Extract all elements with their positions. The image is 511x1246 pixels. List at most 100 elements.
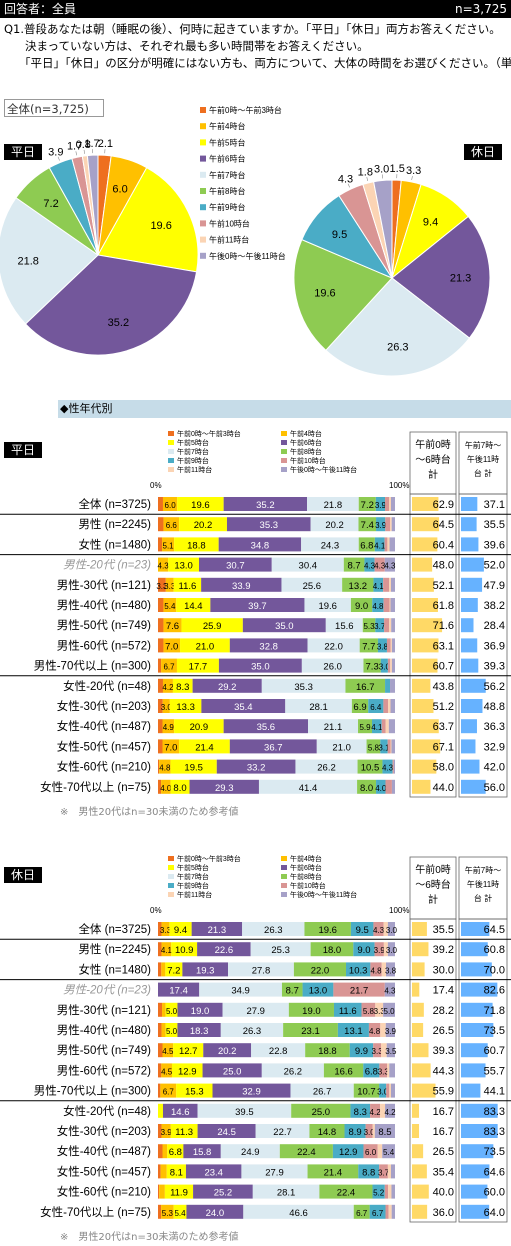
weekday-bar-axis-0: 0% (150, 481, 162, 490)
holiday-bar-seg-label-0-2: 9.4 (174, 925, 187, 936)
holiday-bar-seg-label-9-4: 39.5 (235, 1107, 254, 1118)
holiday-bar-row-label-12: 女性-50代 (n=457) (57, 1164, 151, 1178)
holiday-bar-seg-9-4 (197, 1103, 292, 1118)
weekday-bar-seg-2-9 (389, 537, 395, 552)
holiday-bar-total-b-bar-2 (461, 962, 492, 977)
weekday-bar-seg-7-8 (390, 638, 392, 653)
weekday-bar-legend-label-4: 午前7時台 (177, 447, 209, 456)
weekday-bar-seg-2-5 (358, 537, 375, 552)
weekday-bar-legend-label-0: 午前0時～午前3時台 (177, 430, 241, 438)
holiday-bar-seg-label-10-7: 3.0 (364, 1128, 376, 1137)
weekday-bar-seg-1-4 (310, 517, 359, 532)
holiday-bar-seg-label-7-6: 6.8 (365, 1066, 378, 1077)
weekday-pie-slice-3 (24, 254, 198, 356)
weekday-bar-total-b-11: 36.3 (484, 721, 505, 733)
holiday-bar-seg-14-9 (391, 1204, 395, 1219)
weekday-bar-seg-label-5-1: 5.4 (164, 602, 176, 611)
holiday-bar-seg-11-7 (363, 1144, 378, 1159)
weekday-bar-seg-label-3-1: 4.3 (158, 562, 170, 571)
holiday-bar-seg-label-7-5: 16.6 (334, 1066, 353, 1077)
holiday-bar-seg-9-9 (385, 1103, 395, 1118)
holiday-bar-col-b-head-text-1: 午後11時 (467, 879, 499, 889)
pie-legend-label-3: 午前6時台 (209, 154, 245, 164)
holiday-bar-seg-14-1 (161, 1204, 174, 1219)
holiday-bar-seg-label-10-4: 22.7 (273, 1127, 292, 1138)
weekday-bar-seg-label-1-1: 6.6 (166, 521, 178, 530)
weekday-bar-seg-8-8 (390, 658, 392, 673)
weekday-bar-seg-6-7 (384, 618, 390, 633)
weekday-bar-total-b-bar-7 (461, 638, 478, 653)
weekday-bar-total-a-bar-11 (412, 719, 439, 734)
holiday-bar-seg-1-2 (171, 942, 198, 957)
holiday-bar-total-b-bar-6 (461, 1043, 488, 1058)
holiday-bar-seg-label-10-1: 3.9 (161, 1128, 173, 1137)
holiday-bar-seg-11-3 (183, 1144, 221, 1159)
holiday-bar-col-a-frame (409, 918, 457, 1223)
weekday-bar-total-a-bar-5 (412, 598, 438, 612)
holiday-bar-seg-label-7-3: 25.0 (223, 1066, 242, 1077)
holiday-bar-total-a-bar-4 (412, 1002, 424, 1017)
weekday-bar-seg-label-6-5: 5.3 (363, 622, 375, 631)
weekday-bar-seg-7-3 (229, 638, 308, 653)
holiday-bar-seg-11-9 (382, 1144, 395, 1159)
holiday-bar-seg-1-7 (374, 942, 384, 957)
weekday-bar-seg-label-4-1: 3.3 (164, 582, 176, 591)
weekday-bar-total-a-bar-6 (412, 618, 443, 633)
holiday-bar-seg-label-8-5: 10.7 (357, 1087, 376, 1098)
weekday-bar-seg-10-0 (158, 699, 163, 713)
weekday-bar-seg-11-6 (372, 719, 382, 734)
weekday-bar-seg-9-5 (345, 678, 386, 693)
holiday-bar-total-a-bar-6 (412, 1043, 429, 1058)
holiday-bar-total-a-2: 30.0 (433, 964, 454, 976)
holiday-bar-total-b-13: 60.0 (484, 1187, 505, 1199)
holiday-bar-seg-label-7-7: 3.3 (378, 1067, 390, 1076)
holiday-bar-row-label-11: 女性-40代 (n=487) (57, 1144, 151, 1158)
holiday-bar-seg-label-7-4: 26.2 (284, 1066, 303, 1077)
weekday-bar-seg-label-5-4: 19.6 (318, 601, 337, 612)
holiday-bar-total-b-bar-1 (461, 942, 488, 957)
holiday-bar-seg-label-10-9: 8.5 (378, 1127, 391, 1138)
weekday-bar-seg-5-7 (383, 598, 390, 612)
weekday-bar-seg-4-6 (373, 577, 384, 592)
weekday-bar-seg-10-7 (383, 699, 389, 713)
holiday-bar-total-b-9: 83.3 (484, 1106, 505, 1118)
weekday-bar-total-b-bar-13 (461, 759, 480, 774)
weekday-bar-row-label-12: 女性-50代 (n=457) (57, 739, 151, 753)
holiday-bar-axis-100: 100% (389, 906, 409, 915)
weekday-bar-seg-1-3 (226, 517, 311, 532)
weekday-bar-seg-12-6 (380, 739, 388, 754)
pie-legend-label-9: 午後0時～午後11時台 (209, 251, 286, 261)
weekday-bar-seg-label-5-6: 4.8 (372, 602, 384, 611)
holiday-bar-col-b-frame (458, 918, 508, 1223)
weekday-bar-total-b-bar-10 (461, 699, 483, 713)
holiday-bar-seg-label-2-2: 7.2 (167, 965, 180, 976)
weekday-bar-total-a-5: 61.8 (433, 600, 454, 612)
weekday-bar-seg-label-4-6: 4.1 (373, 582, 385, 591)
holiday-bar-seg-7-9 (389, 1063, 395, 1078)
weekday-bar-seg-label-14-3: 29.3 (215, 783, 234, 794)
holiday-bar-total-b-5: 73.5 (484, 1025, 505, 1037)
weekday-bar-seg-3-5 (343, 557, 365, 572)
holiday-bar-axis-0: 0% (150, 906, 162, 915)
holiday-bar-seg-label-12-6: 8.8 (362, 1167, 375, 1178)
weekday-bar-seg-13-9 (393, 759, 395, 774)
holiday-bar-seg-5-6 (337, 1023, 369, 1037)
question-line-2: 決まっていない方は、それぞれ最も多い時間帯をお答えください。 (25, 39, 369, 53)
holiday-bar-seg-5-1 (161, 1023, 166, 1037)
holiday-bar-seg-label-6-3: 20.2 (218, 1046, 237, 1057)
holiday-bar-seg-1-0 (158, 942, 162, 957)
weekday-bar-total-b-bar-14 (461, 779, 486, 794)
weekday-bar-total-b-8: 39.3 (484, 661, 505, 673)
holiday-bar-seg-5-2 (165, 1023, 178, 1037)
weekday-bar-seg-2-2 (174, 537, 219, 552)
holiday-bar-seg-9-6 (350, 1103, 371, 1118)
weekday-bar-seg-11-4 (308, 719, 359, 734)
weekday-bar-seg-label-0-6: 3.9 (375, 501, 387, 510)
holiday-bar-seg-label-4-9: 5.0 (384, 1007, 396, 1016)
weekday-bar-seg-12-9 (391, 739, 395, 754)
weekday-bar-seg-12-4 (316, 739, 367, 754)
holiday-bar-seg-label-11-9: 5.4 (383, 1148, 395, 1157)
weekday-bar-total-b-13: 42.0 (484, 762, 505, 774)
holiday-bar-total-b-3: 82.6 (484, 985, 505, 997)
weekday-bar-seg-label-10-3: 35.4 (234, 702, 253, 713)
